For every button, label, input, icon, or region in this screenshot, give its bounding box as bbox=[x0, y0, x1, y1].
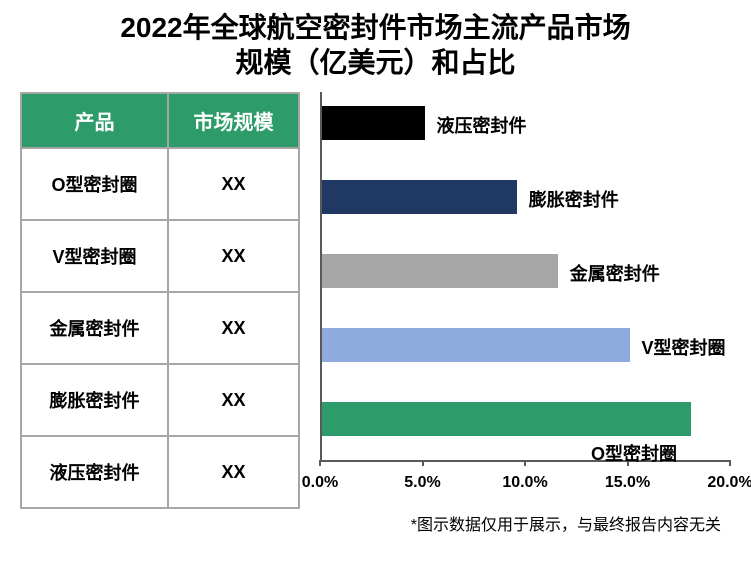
table-row: 金属密封件XX bbox=[21, 292, 299, 364]
cell-product: O型密封圈 bbox=[21, 148, 168, 220]
bar bbox=[322, 254, 558, 288]
bar-row bbox=[322, 180, 517, 214]
col-header-product: 产品 bbox=[21, 93, 168, 148]
cell-size: XX bbox=[168, 436, 299, 508]
content-row: 产品 市场规模 O型密封圈XXV型密封圈XX金属密封件XX膨胀密封件XX液压密封… bbox=[20, 92, 731, 509]
chart-title: 2022年全球航空密封件市场主流产品市场 规模（亿美元）和占比 bbox=[20, 10, 731, 80]
bar-row bbox=[322, 254, 558, 288]
bar-chart: 0.0%5.0%10.0%15.0%20.0%液压密封件膨胀密封件金属密封件V型… bbox=[300, 92, 731, 509]
x-tick-label: 20.0% bbox=[707, 474, 751, 492]
bar-row bbox=[322, 328, 630, 362]
table-row: 膨胀密封件XX bbox=[21, 364, 299, 436]
x-tick-label: 0.0% bbox=[302, 474, 338, 492]
title-line-1: 2022年全球航空密封件市场主流产品市场 bbox=[20, 10, 731, 45]
bar bbox=[322, 180, 517, 214]
data-table-wrap: 产品 市场规模 O型密封圈XXV型密封圈XX金属密封件XX膨胀密封件XX液压密封… bbox=[20, 92, 300, 509]
cell-size: XX bbox=[168, 148, 299, 220]
bar-label: 液压密封件 bbox=[437, 112, 527, 138]
table-row: V型密封圈XX bbox=[21, 220, 299, 292]
bar-label: 金属密封件 bbox=[570, 260, 660, 286]
chart-container: 2022年全球航空密封件市场主流产品市场 规模（亿美元）和占比 产品 市场规模 … bbox=[0, 0, 751, 582]
x-tick-mark bbox=[524, 460, 526, 466]
table-row: O型密封圈XX bbox=[21, 148, 299, 220]
x-tick-mark bbox=[729, 460, 731, 466]
bar-label: O型密封圈 bbox=[591, 440, 677, 466]
x-tick-mark bbox=[319, 460, 321, 466]
x-tick-label: 5.0% bbox=[404, 474, 440, 492]
bar-label: 膨胀密封件 bbox=[529, 186, 619, 212]
cell-product: V型密封圈 bbox=[21, 220, 168, 292]
bar bbox=[322, 402, 691, 436]
title-line-2: 规模（亿美元）和占比 bbox=[20, 45, 731, 80]
cell-product: 膨胀密封件 bbox=[21, 364, 168, 436]
x-tick-label: 15.0% bbox=[605, 474, 650, 492]
bar-label: V型密封圈 bbox=[642, 334, 726, 360]
bar-row bbox=[322, 106, 425, 140]
x-tick-mark bbox=[422, 460, 424, 466]
cell-size: XX bbox=[168, 364, 299, 436]
cell-product: 金属密封件 bbox=[21, 292, 168, 364]
bar-row bbox=[322, 402, 691, 436]
plot-area: 0.0%5.0%10.0%15.0%20.0%液压密封件膨胀密封件金属密封件V型… bbox=[320, 92, 730, 492]
cell-size: XX bbox=[168, 292, 299, 364]
table-row: 液压密封件XX bbox=[21, 436, 299, 508]
cell-size: XX bbox=[168, 220, 299, 292]
bar bbox=[322, 328, 630, 362]
col-header-size: 市场规模 bbox=[168, 93, 299, 148]
x-tick-label: 10.0% bbox=[502, 474, 547, 492]
bar bbox=[322, 106, 425, 140]
cell-product: 液压密封件 bbox=[21, 436, 168, 508]
footnote: *图示数据仅用于展示，与最终报告内容无关 bbox=[20, 511, 731, 535]
data-table: 产品 市场规模 O型密封圈XXV型密封圈XX金属密封件XX膨胀密封件XX液压密封… bbox=[20, 92, 300, 509]
